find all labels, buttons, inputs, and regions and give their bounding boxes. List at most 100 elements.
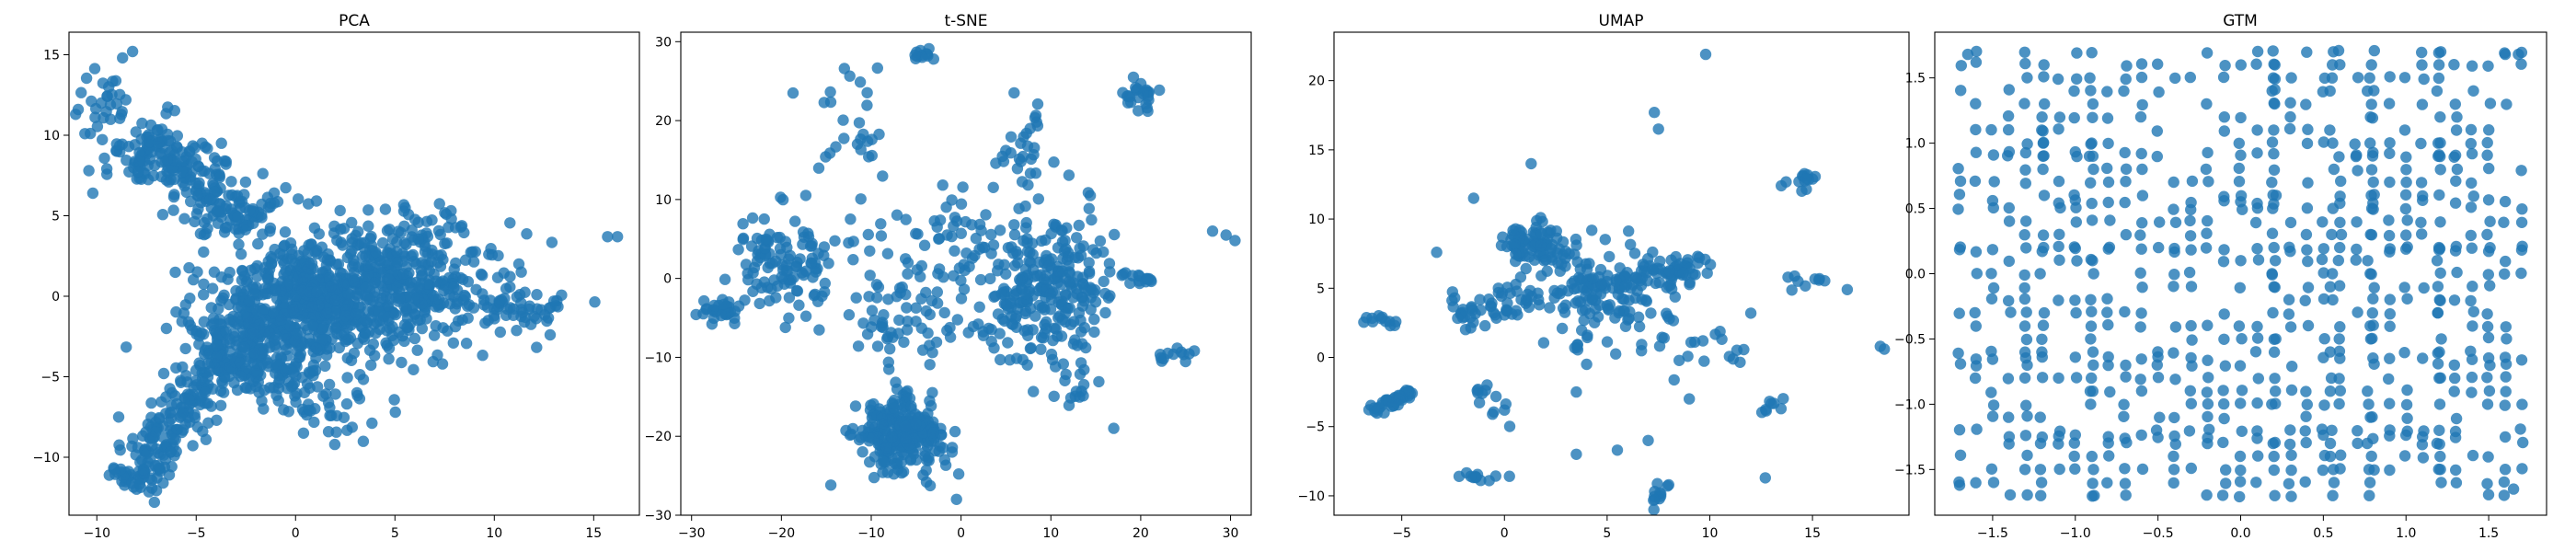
- scatter-point: [2515, 216, 2528, 228]
- scatter-point: [308, 222, 321, 234]
- scatter-point: [838, 63, 850, 75]
- scatter-point: [1489, 470, 1502, 482]
- scatter-point: [1458, 311, 1471, 323]
- scatter-point: [152, 137, 165, 149]
- scatter-point: [460, 338, 473, 350]
- scatter-point: [2119, 196, 2131, 209]
- scatter-point: [2119, 432, 2131, 444]
- scatter-point: [1640, 267, 1653, 279]
- scatter-point: [1040, 234, 1052, 247]
- scatter-point: [2218, 195, 2230, 207]
- scatter-point: [504, 217, 516, 229]
- scatter-point: [1800, 173, 1812, 185]
- scatter-point: [2483, 385, 2496, 397]
- scatter-point: [904, 453, 917, 466]
- scatter-point: [920, 476, 933, 489]
- scatter-point: [1550, 225, 1563, 237]
- scatter-point: [2168, 246, 2180, 259]
- scatter-point: [1571, 339, 1584, 351]
- scatter-point: [868, 471, 880, 484]
- scatter-point: [1953, 244, 1966, 256]
- scatter-point: [2102, 318, 2114, 331]
- scatter-point: [2416, 98, 2429, 110]
- scatter-point: [1970, 353, 1983, 365]
- scatter-point: [2350, 254, 2362, 266]
- scatter-point: [133, 155, 146, 168]
- scatter-point: [2432, 150, 2444, 162]
- scatter-point: [185, 195, 197, 208]
- scatter-point: [973, 218, 986, 231]
- scatter-point: [873, 128, 885, 141]
- y-tick-label: −0.5: [1894, 332, 1926, 347]
- scatter-point: [1760, 405, 1773, 417]
- scatter-point: [2036, 111, 2048, 123]
- scatter-point: [2053, 372, 2064, 385]
- scatter-point: [930, 336, 943, 349]
- scatter-point: [2249, 346, 2262, 358]
- scatter-point: [137, 430, 149, 442]
- scatter-point: [1086, 283, 1098, 295]
- scatter-point: [1952, 203, 1964, 215]
- scatter-point: [1595, 278, 1607, 290]
- scatter-point: [2283, 293, 2295, 305]
- scatter-point: [2418, 73, 2430, 86]
- scatter-point: [2285, 490, 2297, 502]
- scatter-point: [86, 187, 99, 200]
- scatter-point: [2085, 293, 2097, 305]
- scatter-point: [239, 176, 252, 189]
- scatter-point: [293, 351, 306, 363]
- scatter-point: [2251, 124, 2263, 136]
- scatter-point: [2234, 360, 2247, 372]
- scatter-point: [1986, 244, 1999, 256]
- scatter-point: [2236, 333, 2248, 345]
- scatter-point: [2084, 72, 2096, 84]
- scatter-point: [2086, 47, 2098, 59]
- scatter-point: [2154, 411, 2166, 423]
- scatter-point: [1489, 390, 1502, 403]
- scatter-point: [346, 245, 358, 257]
- scatter-point: [442, 325, 454, 337]
- scatter-point: [325, 281, 337, 293]
- scatter-point: [2299, 294, 2311, 306]
- scatter-point: [2467, 320, 2478, 332]
- scatter-point: [211, 329, 224, 341]
- scatter-point: [2448, 359, 2460, 371]
- y-tick-label: −10: [32, 451, 60, 466]
- scatter-point: [2200, 242, 2213, 254]
- scatter-point: [2136, 463, 2149, 476]
- scatter-point: [1467, 316, 1479, 328]
- scatter-point: [2021, 138, 2033, 150]
- scatter-point: [362, 220, 374, 232]
- scatter-point: [880, 442, 892, 454]
- scatter-point: [1535, 239, 1547, 252]
- scatter-point: [2449, 197, 2462, 209]
- scatter-point: [2270, 190, 2283, 201]
- scatter-point: [1987, 399, 2000, 411]
- scatter-point: [2466, 386, 2478, 398]
- scatter-point: [2415, 216, 2427, 228]
- scatter-point: [2334, 241, 2346, 254]
- scatter-point: [2500, 321, 2512, 333]
- scatter-point: [251, 368, 263, 380]
- scatter-point: [408, 308, 420, 320]
- scatter-point: [2465, 137, 2477, 150]
- scatter-point: [1028, 149, 1040, 161]
- scatter-point: [2367, 146, 2379, 158]
- scatter-point: [1375, 313, 1387, 325]
- scatter-point: [467, 256, 480, 268]
- scatter-point: [434, 228, 446, 241]
- scatter-point: [348, 275, 360, 287]
- scatter-point: [379, 203, 392, 215]
- scatter-point: [268, 187, 281, 199]
- scatter-point: [698, 294, 710, 307]
- scatter-point: [2003, 84, 2015, 96]
- scatter-point: [455, 220, 468, 232]
- scatter-point: [2087, 385, 2099, 397]
- scatter-point: [1556, 322, 1569, 335]
- scatter-point: [1103, 258, 1116, 270]
- scatter-point: [2417, 352, 2429, 364]
- scatter-point: [2302, 123, 2314, 135]
- scatter-point: [1554, 288, 1566, 300]
- scatter-point: [1057, 252, 1069, 265]
- scatter-point: [1684, 279, 1696, 291]
